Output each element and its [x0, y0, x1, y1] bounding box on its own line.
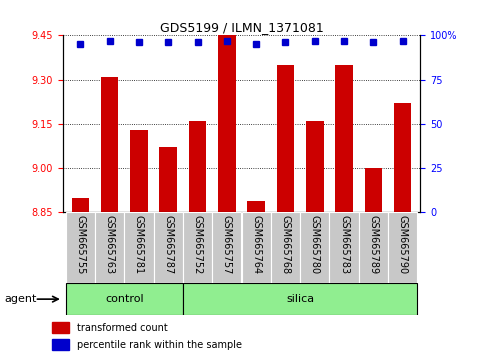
Bar [71, 198, 89, 212]
Bar [189, 121, 206, 212]
Bar [101, 77, 118, 212]
Text: control: control [105, 294, 143, 304]
Text: GSM665781: GSM665781 [134, 215, 144, 274]
Bar [95, 212, 124, 283]
Bar [154, 212, 183, 283]
Text: GSM665789: GSM665789 [369, 215, 378, 274]
Bar [66, 212, 95, 283]
Bar [66, 283, 183, 315]
Text: GSM665768: GSM665768 [281, 215, 290, 274]
Text: agent: agent [5, 294, 37, 304]
Text: GSM665763: GSM665763 [105, 215, 114, 274]
Bar [53, 339, 69, 350]
Text: GSM665780: GSM665780 [310, 215, 320, 274]
Bar [130, 130, 148, 212]
Text: transformed count: transformed count [77, 323, 168, 333]
Bar [124, 212, 154, 283]
Text: GSM665783: GSM665783 [339, 215, 349, 274]
Text: GSM665764: GSM665764 [251, 215, 261, 274]
Text: GSM665790: GSM665790 [398, 215, 408, 274]
Bar [271, 212, 300, 283]
Bar [365, 168, 382, 212]
Bar [183, 212, 212, 283]
Text: silica: silica [286, 294, 314, 304]
Bar [394, 103, 412, 212]
Title: GDS5199 / ILMN_1371081: GDS5199 / ILMN_1371081 [159, 21, 324, 34]
Bar [218, 35, 236, 212]
Bar [242, 212, 271, 283]
Bar [159, 148, 177, 212]
Bar [300, 212, 329, 283]
Bar [359, 212, 388, 283]
Bar [53, 322, 69, 333]
Text: GSM665755: GSM665755 [75, 215, 85, 274]
Bar [335, 65, 353, 212]
Text: GSM665757: GSM665757 [222, 215, 232, 274]
Bar [388, 212, 417, 283]
Bar [306, 121, 324, 212]
Text: GSM665787: GSM665787 [163, 215, 173, 274]
Bar [212, 212, 242, 283]
Bar [247, 201, 265, 212]
Text: percentile rank within the sample: percentile rank within the sample [77, 340, 242, 350]
Bar [329, 212, 359, 283]
Bar [183, 283, 417, 315]
Text: GSM665752: GSM665752 [193, 215, 202, 274]
Bar [277, 65, 294, 212]
